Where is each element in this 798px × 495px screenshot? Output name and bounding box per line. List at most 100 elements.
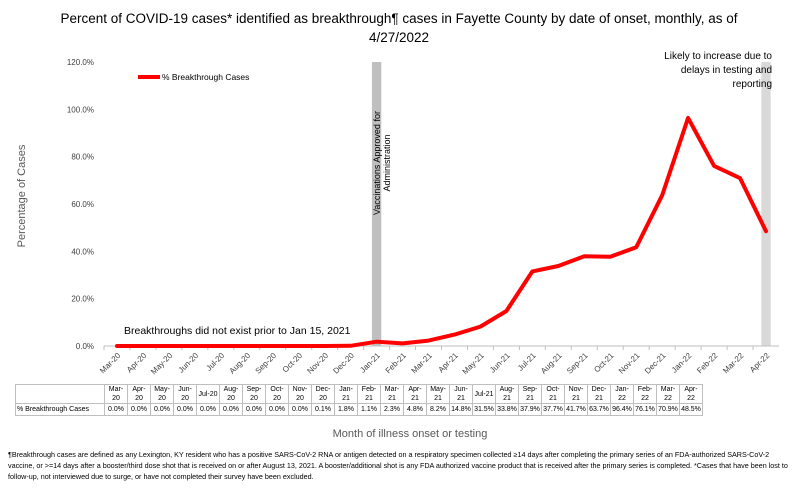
x-tick-label: Oct-21 xyxy=(592,351,616,375)
x-axis-ticks: Mar-20 Apr-20 May-20 Jun-20 Jul-20 Aug-20 Sep-… xyxy=(98,346,772,376)
table-cell: 41.7% xyxy=(564,403,588,416)
table-cell: 4.8% xyxy=(403,403,427,416)
y-tick-label: 80.0% xyxy=(71,153,94,162)
x-tick-label: Dec-21 xyxy=(643,351,668,376)
x-tick-label: May-21 xyxy=(461,351,487,377)
table-cell: 1.8% xyxy=(334,403,358,416)
x-tick-label: Nov-21 xyxy=(617,351,642,376)
table-header-cell: Feb- 22 xyxy=(633,384,657,404)
data-point xyxy=(220,345,222,347)
table-row: % Breakthrough Cases 0.0% 0.0% 0.0% 0.0% 0.0%… xyxy=(15,403,703,416)
data-point xyxy=(557,265,559,267)
table-header-cell: Sep- 20 xyxy=(242,384,266,404)
likely-increase-annotation: Likely to increase due to delays in test… xyxy=(664,51,772,90)
table-header-cell: Apr- 20 xyxy=(127,384,151,404)
table-header-cell: Mar- 20 xyxy=(104,384,128,404)
table-header-cell: Dec- 21 xyxy=(587,384,611,404)
table-row-label: % Breakthrough Cases xyxy=(15,403,105,416)
table-cell: 0.0% xyxy=(150,403,174,416)
x-tick-label: Aug-21 xyxy=(539,351,564,376)
x-tick-label: Feb-22 xyxy=(695,351,720,376)
y-tick-label: 20.0% xyxy=(71,295,94,304)
x-tick-label: Dec-20 xyxy=(331,351,356,376)
data-point xyxy=(505,310,508,312)
legend: % Breakthrough Cases xyxy=(138,72,249,82)
x-tick-label: Sep-21 xyxy=(565,351,590,376)
table-cell: 63.7% xyxy=(587,403,611,416)
y-tick-label: 40.0% xyxy=(71,247,94,256)
table-header-cell: Dec- 20 xyxy=(311,384,335,404)
table-cell: 33.8% xyxy=(495,403,519,416)
table-header-cell: Aug- 21 xyxy=(495,384,519,404)
x-tick-label: May-20 xyxy=(149,351,175,377)
table-cell: 0.0% xyxy=(127,403,151,416)
table-cell: 1.1% xyxy=(357,403,381,416)
x-axis-label: Month of illness onset or testing xyxy=(332,428,488,440)
table-header-cell: Jul-21 xyxy=(472,384,496,404)
table-header-cell: May- 21 xyxy=(426,384,450,404)
data-point xyxy=(298,345,300,347)
table-header-cell: Nov- 21 xyxy=(564,384,588,404)
table-header-cell: Apr- 22 xyxy=(679,384,703,404)
table-cell: 0.1% xyxy=(311,403,335,416)
data-point xyxy=(116,345,118,347)
x-tick-label: Aug-20 xyxy=(228,351,253,376)
data-point xyxy=(531,270,533,273)
y-tick-label: 120.0% xyxy=(67,58,94,67)
data-point xyxy=(272,345,274,347)
table-header-cell: Jun- 21 xyxy=(449,384,473,404)
x-tick-label: Sep-20 xyxy=(254,351,279,376)
pre-breakthrough-annotation: Breakthroughs did not exist prior to Jan… xyxy=(124,325,351,337)
y-tick-label: 60.0% xyxy=(71,200,94,209)
table-cell: 2.3% xyxy=(380,403,404,416)
table-header-cell: Jun- 20 xyxy=(173,384,197,404)
data-point xyxy=(609,256,611,258)
y-axis-label: Percentage of Cases xyxy=(16,144,28,248)
table-cell: 70.9% xyxy=(656,403,680,416)
table-header-cell: Apr- 21 xyxy=(403,384,427,404)
table-cell: 96.4% xyxy=(610,403,634,416)
data-point xyxy=(401,342,404,344)
table-cell: 0.0% xyxy=(104,403,128,416)
table-cell: 0.0% xyxy=(219,403,243,416)
legend-swatch xyxy=(138,75,160,79)
table-header-cell: Oct- 20 xyxy=(265,384,289,404)
data-point xyxy=(635,246,637,248)
table-header-cell: Sep- 21 xyxy=(518,384,542,404)
y-tick-label: 100.0% xyxy=(67,105,94,114)
table-header-cell: Nov- 20 xyxy=(288,384,312,404)
table-cell: 8.2% xyxy=(426,403,450,416)
table-cell: 0.0% xyxy=(265,403,289,416)
x-tick-label: Jan-21 xyxy=(358,351,382,375)
y-axis-ticks: 0.0% 20.0% 40.0% 60.0% 80.0% 100.0% 120.0% xyxy=(67,58,94,351)
x-tick-label: Jan-22 xyxy=(670,351,694,375)
table-corner-cell xyxy=(15,384,105,404)
table-header-row: Mar- 20 Apr- 20 May- 20 Jun- 20 Jul-20 Aug- 20 Sep-… xyxy=(15,384,703,404)
x-tick-label: Oct-20 xyxy=(281,351,305,375)
table-header-cell: Feb- 21 xyxy=(357,384,381,404)
table-cell: 0.0% xyxy=(242,403,266,416)
table-header-cell: Mar- 21 xyxy=(380,384,404,404)
series-lines xyxy=(115,115,768,348)
table-cell: 0.0% xyxy=(173,403,197,416)
shaded-band xyxy=(761,62,771,346)
table-header-cell: Jul-20 xyxy=(196,384,220,404)
data-point xyxy=(661,194,663,196)
x-tick-label: Apr-21 xyxy=(437,351,461,375)
shaded-band xyxy=(371,62,382,346)
data-point xyxy=(765,230,767,232)
shaded-periods xyxy=(371,62,771,346)
table-cell: 14.8% xyxy=(449,403,473,416)
legend-label: % Breakthrough Cases xyxy=(162,72,250,82)
data-point xyxy=(375,341,378,343)
vaccination-annotation: Vaccinations Approved for Administration xyxy=(372,111,392,215)
data-point xyxy=(324,345,326,347)
table-cell: 76.1% xyxy=(633,403,657,416)
table-header-cell: Oct- 21 xyxy=(541,384,565,404)
table-header-cell: Jan- 21 xyxy=(334,384,358,404)
table-cell: 31.5% xyxy=(472,403,496,416)
data-point xyxy=(479,325,482,328)
chart-title: Percent of COVID-19 cases* identified as… xyxy=(60,11,738,45)
table-cell: 0.0% xyxy=(196,403,220,416)
data-point xyxy=(583,255,585,257)
